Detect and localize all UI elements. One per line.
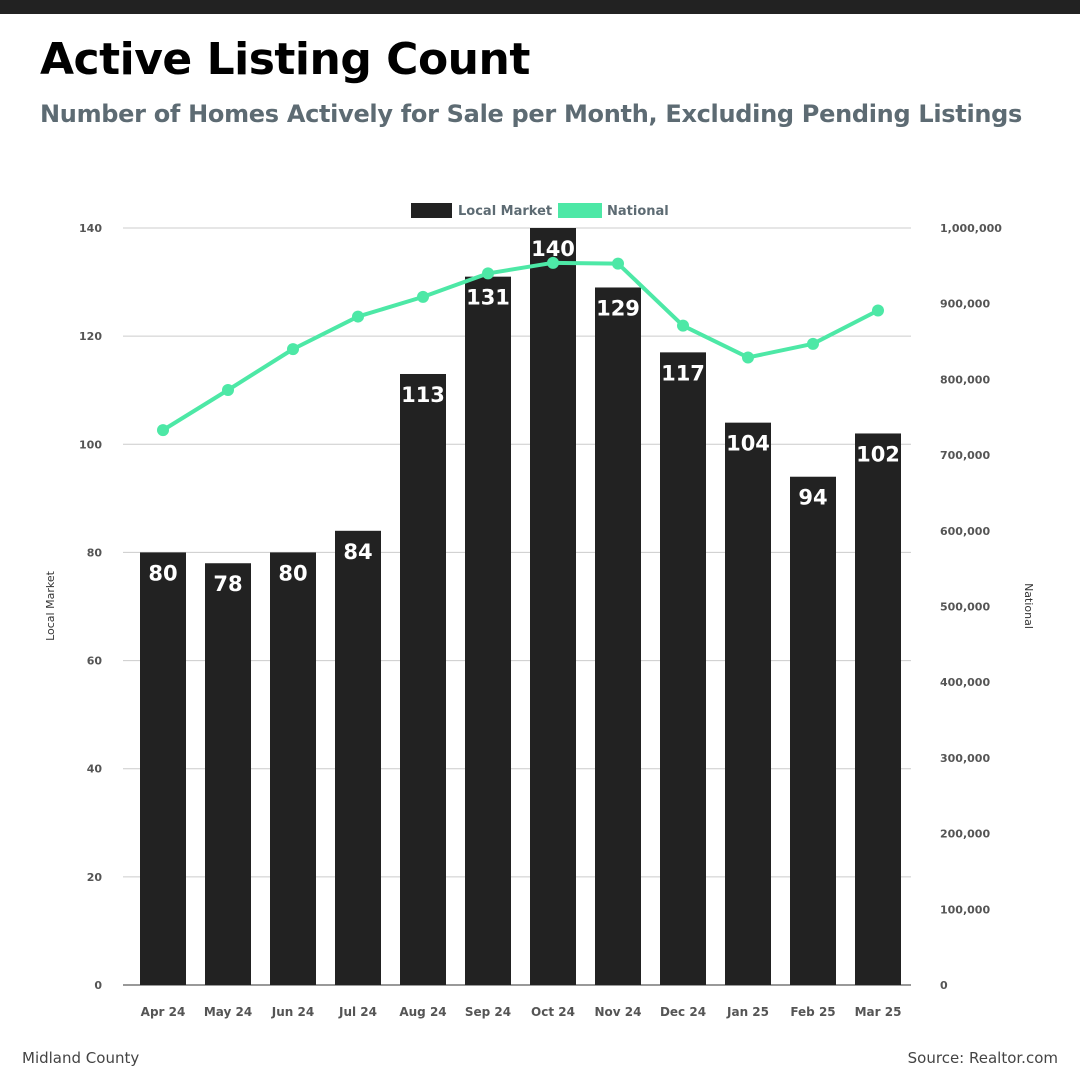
y2-tick-label: 900,000 [940,298,990,311]
national-point [872,304,884,317]
bar [335,530,381,985]
chart-title: Active Listing Count [40,34,530,85]
bar [270,552,316,985]
y-tick-label: 100 [79,438,102,451]
x-tick-label: Mar 25 [855,1005,902,1019]
y2-tick-label: 0 [940,979,948,992]
bar [205,563,251,985]
y2-axis-title: National [1022,583,1035,629]
national-point [742,351,754,364]
national-point [352,310,364,323]
y-axis-title: Local Market [44,570,57,641]
y2-tick-label: 300,000 [940,752,990,765]
national-point [287,343,299,356]
y2-tick-label: 100,000 [940,903,990,916]
y-tick-label: 40 [87,763,103,776]
bar-data-label: 102 [856,442,900,466]
bar [790,476,836,985]
bar [595,287,641,985]
legend-swatch-local-market [411,203,452,218]
x-tick-label: Oct 24 [531,1005,575,1019]
national-point [612,257,624,270]
y-tick-label: 80 [87,546,103,559]
national-point [547,256,559,269]
chart-subtitle: Number of Homes Actively for Sale per Mo… [40,100,1023,128]
x-tick-label: Nov 24 [595,1005,642,1019]
bar [530,228,576,985]
y2-tick-label: 600,000 [940,525,990,538]
bar-data-label: 78 [213,572,242,596]
national-point [222,383,234,396]
x-tick-label: Apr 24 [141,1005,186,1019]
x-tick-label: Jul 24 [338,1005,377,1019]
national-point [417,290,429,303]
x-tick-label: Sep 24 [465,1005,511,1019]
legend-label-local-market: Local Market [458,204,552,219]
bar [855,433,901,985]
bar-data-label: 80 [148,561,177,585]
bar [465,276,511,985]
y-tick-label: 140 [79,222,102,235]
x-tick-label: Jun 24 [271,1005,314,1019]
bar-data-label: 104 [726,432,770,456]
y-tick-label: 120 [79,330,102,343]
y2-tick-label: 1,000,000 [940,222,1002,235]
bar-data-label: 117 [661,361,705,385]
top-bar [0,0,1080,14]
legend-swatch-national [558,203,602,218]
national-point [807,337,819,350]
x-tick-label: Jan 25 [726,1005,769,1019]
y-tick-label: 0 [94,979,102,992]
national-line [161,260,880,433]
x-tick-label: May 24 [204,1005,252,1019]
bar-data-label: 113 [401,383,445,407]
footer-location: Midland County [22,1049,140,1067]
y2-tick-label: 500,000 [940,601,990,614]
bar [660,352,706,986]
y2-tick-label: 200,000 [940,828,990,841]
bar-data-label: 84 [343,540,372,564]
y2-tick-label: 400,000 [940,676,990,689]
y2-tick-label: 800,000 [940,373,990,386]
bar-data-label: 131 [466,286,510,310]
bar-data-label: 94 [798,486,827,510]
bar [140,552,186,985]
y2-tick-label: 700,000 [940,449,990,462]
x-tick-label: Feb 25 [790,1005,835,1019]
legend-label-national: National [607,204,669,219]
national-point [677,319,689,332]
bar [400,373,446,985]
footer-source: Source: Realtor.com [907,1049,1058,1067]
national-point [482,267,494,280]
y-tick-label: 20 [87,871,103,884]
bar-data-label: 80 [278,561,307,585]
bar-data-label: 129 [596,296,640,320]
x-tick-label: Aug 24 [399,1005,446,1019]
bar [725,422,771,986]
national-point [157,424,169,437]
x-tick-label: Dec 24 [660,1005,706,1019]
y-tick-label: 60 [87,655,103,668]
